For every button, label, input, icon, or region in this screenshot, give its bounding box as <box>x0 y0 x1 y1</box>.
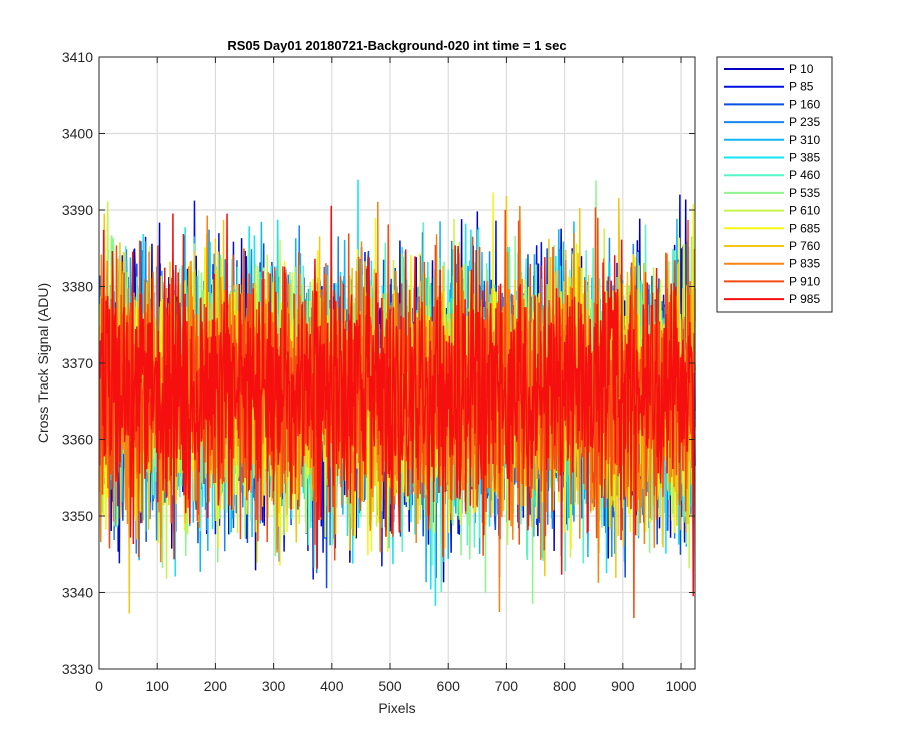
y-tick-label: 3380 <box>62 279 93 295</box>
y-tick-label: 3330 <box>62 661 93 677</box>
legend-items: P 10 P 85 P 160 P 235 P 310 P 385 P 460 P 535 P … <box>724 62 820 306</box>
legend-label: P 835 <box>789 257 820 271</box>
legend-label: P 385 <box>789 151 820 165</box>
chart-title: RS05 Day01 20180721-Background-020 int t… <box>227 38 566 53</box>
y-tick-label: 3370 <box>62 355 93 371</box>
x-tick-label: 600 <box>437 678 461 694</box>
plot-area <box>98 56 696 670</box>
x-tick-label: 1000 <box>665 678 696 694</box>
y-tick-label: 3340 <box>62 585 93 601</box>
x-tick-label: 0 <box>95 678 103 694</box>
legend: P 10 P 85 P 160 P 235 P 310 P 385 P 460 P 535 P … <box>716 56 833 313</box>
x-tick-label: 700 <box>495 678 519 694</box>
x-tick-labels: 0 100 200 300 400 500 600 700 800 900 1000 <box>95 678 697 694</box>
y-tick-label: 3390 <box>62 202 93 218</box>
x-tick-label: 300 <box>262 678 286 694</box>
y-tick-label: 3360 <box>62 432 93 448</box>
x-tick-label: 200 <box>204 678 228 694</box>
x-tick-label: 100 <box>146 678 170 694</box>
series-line <box>98 205 696 597</box>
y-tick-labels: 3330 3340 3350 3360 3370 3380 3390 3400 3410 <box>62 49 93 677</box>
legend-label: P 610 <box>789 204 820 218</box>
legend-label: P 760 <box>789 239 820 253</box>
legend-label: P 685 <box>789 221 820 235</box>
axis-ticks <box>98 56 695 670</box>
x-tick-label: 400 <box>320 678 344 694</box>
y-tick-label: 3400 <box>62 126 93 142</box>
legend-label: P 535 <box>789 186 820 200</box>
x-tick-label: 900 <box>611 678 635 694</box>
legend-label: P 85 <box>789 80 814 94</box>
x-tick-label: 800 <box>553 678 577 694</box>
legend-label: P 985 <box>789 292 820 306</box>
legend-label: P 10 <box>789 62 814 76</box>
legend-box <box>716 56 833 313</box>
y-tick-label: 3410 <box>62 49 93 65</box>
x-tick-label: 500 <box>378 678 402 694</box>
x-axis-label: Pixels <box>378 700 415 716</box>
y-axis-label: Cross Track Signal (ADU) <box>35 283 51 443</box>
legend-label: P 910 <box>789 274 820 288</box>
legend-label: P 460 <box>789 168 820 182</box>
y-tick-label: 3350 <box>62 508 93 524</box>
legend-label: P 235 <box>789 115 820 129</box>
legend-label: P 310 <box>789 133 820 147</box>
legend-label: P 160 <box>789 97 820 111</box>
series-lines <box>98 179 696 618</box>
